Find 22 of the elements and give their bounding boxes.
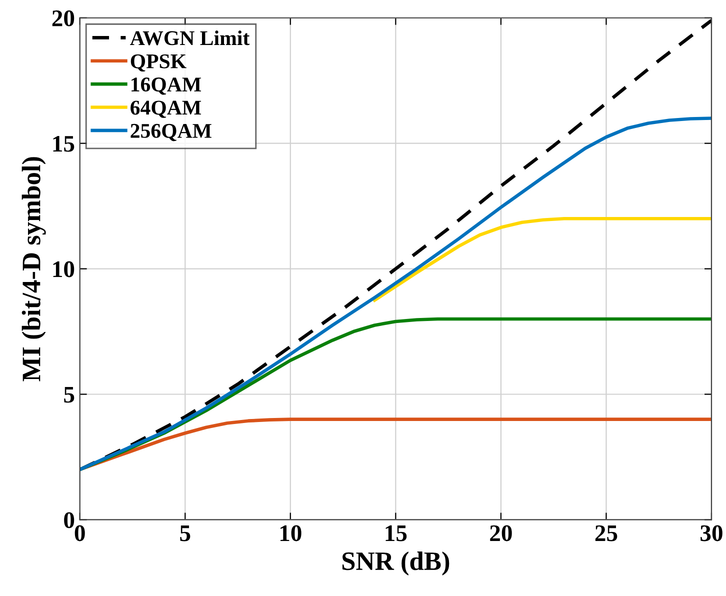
x-tick-label: 0 xyxy=(74,525,85,542)
y-tick-label: 10 xyxy=(53,261,74,278)
line-series xyxy=(372,216,712,302)
x-tick-label: 5 xyxy=(180,525,190,542)
y-tick-label: 20 xyxy=(52,10,74,26)
x-tick-label: 30 xyxy=(700,525,722,542)
x-tick-label: 15 xyxy=(386,525,407,542)
x-axis-title: SNR (dB) xyxy=(342,552,450,576)
x-tick-label: 20 xyxy=(490,525,512,542)
y-tick-label: 15 xyxy=(53,136,74,152)
line-series xyxy=(80,418,712,472)
line-series xyxy=(80,116,712,472)
y-tick-label: 0 xyxy=(64,512,74,528)
legend-label: AWGN Limit xyxy=(130,30,250,46)
x-tick-label: 10 xyxy=(280,525,302,542)
y-axis-title: MI (bit/4-D symbol) xyxy=(22,157,46,382)
y-tick-label: 5 xyxy=(64,386,74,403)
legend-label: 64QAM xyxy=(130,100,202,118)
x-tick-label: 25 xyxy=(595,525,618,542)
legend-label: 256QAM xyxy=(130,124,212,142)
legend-label: 16QAM xyxy=(132,78,202,95)
legend-label: QPSK xyxy=(130,54,186,72)
